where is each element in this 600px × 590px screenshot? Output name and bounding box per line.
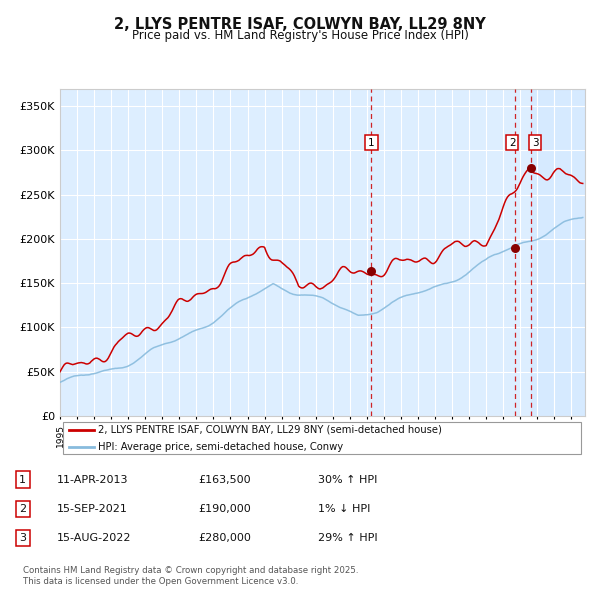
Text: £280,000: £280,000 xyxy=(198,533,251,543)
Text: HPI: Average price, semi-detached house, Conwy: HPI: Average price, semi-detached house,… xyxy=(98,442,343,451)
Text: 1% ↓ HPI: 1% ↓ HPI xyxy=(318,504,370,514)
Text: 2: 2 xyxy=(509,137,515,148)
Text: Contains HM Land Registry data © Crown copyright and database right 2025.
This d: Contains HM Land Registry data © Crown c… xyxy=(23,566,358,586)
Text: £190,000: £190,000 xyxy=(198,504,251,514)
Bar xyxy=(531,88,585,416)
Text: 30% ↑ HPI: 30% ↑ HPI xyxy=(318,475,377,484)
Text: 11-APR-2013: 11-APR-2013 xyxy=(57,475,128,484)
Text: 3: 3 xyxy=(532,137,538,148)
Text: Price paid vs. HM Land Registry's House Price Index (HPI): Price paid vs. HM Land Registry's House … xyxy=(131,29,469,42)
Text: 15-SEP-2021: 15-SEP-2021 xyxy=(57,504,128,514)
Text: 1: 1 xyxy=(368,137,375,148)
Text: 3: 3 xyxy=(19,533,26,543)
Text: 29% ↑ HPI: 29% ↑ HPI xyxy=(318,533,377,543)
Text: 2, LLYS PENTRE ISAF, COLWYN BAY, LL29 8NY (semi-detached house): 2, LLYS PENTRE ISAF, COLWYN BAY, LL29 8N… xyxy=(98,425,442,435)
Text: 2: 2 xyxy=(19,504,26,514)
Text: 15-AUG-2022: 15-AUG-2022 xyxy=(57,533,131,543)
Text: 2, LLYS PENTRE ISAF, COLWYN BAY, LL29 8NY: 2, LLYS PENTRE ISAF, COLWYN BAY, LL29 8N… xyxy=(114,17,486,31)
FancyBboxPatch shape xyxy=(62,422,581,454)
Text: £163,500: £163,500 xyxy=(198,475,251,484)
Text: 1: 1 xyxy=(19,475,26,484)
